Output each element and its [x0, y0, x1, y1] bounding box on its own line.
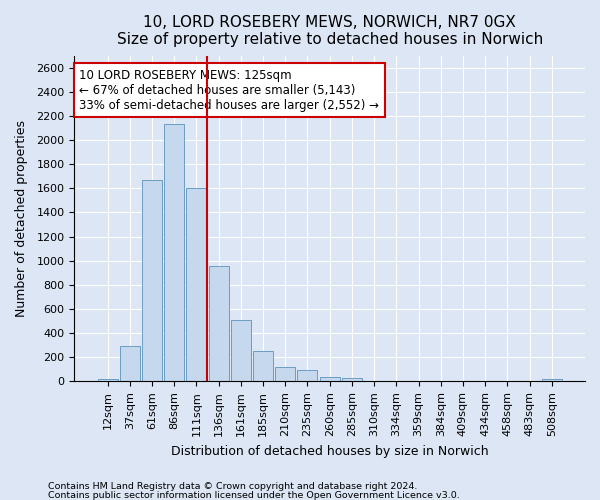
Text: Contains public sector information licensed under the Open Government Licence v3: Contains public sector information licen… [48, 490, 460, 500]
Bar [231, 320, 251, 382]
Bar [431, 381, 451, 382]
X-axis label: Distribution of detached houses by size in Norwich: Distribution of detached houses by size … [171, 444, 488, 458]
Text: Contains HM Land Registry data © Crown copyright and database right 2024.: Contains HM Land Registry data © Crown c… [48, 482, 418, 491]
Bar [342, 378, 362, 382]
Bar [275, 367, 295, 382]
Bar [497, 381, 517, 382]
Bar [120, 346, 140, 382]
Bar [298, 370, 317, 382]
Title: 10, LORD ROSEBERY MEWS, NORWICH, NR7 0GX
Size of property relative to detached h: 10, LORD ROSEBERY MEWS, NORWICH, NR7 0GX… [116, 15, 543, 48]
Bar [142, 180, 162, 382]
Bar [209, 266, 229, 382]
Y-axis label: Number of detached properties: Number of detached properties [15, 120, 28, 317]
Text: 10 LORD ROSEBERY MEWS: 125sqm
← 67% of detached houses are smaller (5,143)
33% o: 10 LORD ROSEBERY MEWS: 125sqm ← 67% of d… [79, 68, 379, 112]
Bar [386, 381, 406, 382]
Bar [98, 379, 118, 382]
Bar [409, 381, 428, 382]
Bar [253, 352, 273, 382]
Bar [453, 381, 473, 382]
Bar [320, 376, 340, 382]
Bar [542, 379, 562, 382]
Bar [520, 381, 539, 382]
Bar [475, 381, 495, 382]
Bar [187, 188, 206, 382]
Bar [364, 381, 384, 382]
Bar [164, 124, 184, 382]
